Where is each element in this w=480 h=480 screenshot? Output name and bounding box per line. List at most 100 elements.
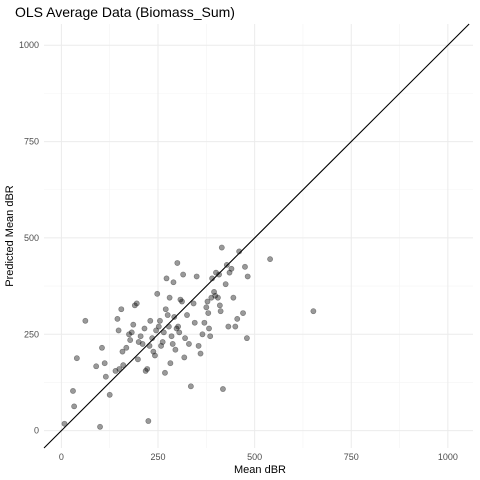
- data-point: [195, 342, 202, 349]
- data-point: [267, 256, 273, 263]
- data-point: [99, 344, 105, 351]
- data-point: [213, 269, 219, 276]
- identity-reference-line: [43, 23, 470, 449]
- data-point: [240, 310, 246, 316]
- data-point: [116, 366, 123, 372]
- data-point: [61, 420, 68, 427]
- data-point: [171, 314, 178, 320]
- data-point: [71, 403, 78, 410]
- data-point: [216, 302, 223, 309]
- data-point: [153, 327, 159, 334]
- data-point: [207, 333, 214, 340]
- data-point: [141, 325, 148, 332]
- data-point: [139, 341, 146, 347]
- data-point: [223, 262, 230, 268]
- data-point: [204, 298, 211, 305]
- data-point: [157, 317, 163, 324]
- data-point: [160, 329, 167, 336]
- data-point: [180, 271, 187, 278]
- data-point: [155, 323, 162, 330]
- data-point: [234, 315, 241, 322]
- data-point: [179, 298, 185, 305]
- data-point: [106, 391, 113, 398]
- data-point: [149, 335, 156, 342]
- data-point: [152, 352, 158, 359]
- data-point: [137, 333, 144, 340]
- data-point: [225, 323, 232, 330]
- data-point: [201, 319, 208, 326]
- x-tick-label: 1000: [438, 452, 458, 462]
- y-tick-label: 0: [34, 426, 39, 436]
- data-point: [119, 348, 126, 355]
- data-point: [206, 325, 212, 332]
- data-point: [197, 350, 204, 357]
- data-point: [181, 354, 188, 361]
- data-point: [199, 331, 206, 338]
- data-point: [228, 265, 235, 272]
- data-point: [236, 248, 243, 255]
- data-point: [168, 333, 175, 340]
- data-point: [176, 329, 183, 336]
- data-point: [120, 362, 127, 369]
- data-point: [182, 335, 188, 342]
- data-point: [102, 373, 109, 380]
- data-point: [244, 273, 251, 280]
- data-point: [146, 342, 153, 349]
- chart-title: OLS Average Data (Biomass_Sum): [15, 4, 235, 20]
- data-point: [93, 363, 100, 370]
- data-point: [187, 383, 194, 390]
- data-point: [174, 260, 181, 266]
- data-point: [97, 423, 103, 430]
- y-tick-label: 1000: [19, 40, 39, 50]
- data-point: [193, 273, 200, 280]
- data-point: [147, 317, 154, 324]
- y-tick-label: 250: [24, 329, 39, 339]
- data-point: [145, 418, 152, 424]
- data-point: [154, 290, 161, 297]
- data-point: [144, 366, 151, 372]
- data-point: [166, 294, 173, 301]
- data-point: [115, 327, 122, 334]
- data-point: [127, 337, 134, 343]
- data-point: [135, 356, 141, 363]
- data-point: [184, 312, 190, 318]
- data-point: [190, 300, 197, 307]
- data-point: [133, 300, 140, 307]
- x-axis-ticks: 0 250 500 750 1000: [59, 452, 458, 462]
- data-point: [163, 275, 170, 282]
- data-point: [73, 355, 80, 362]
- data-point: [209, 275, 216, 282]
- data-point: [169, 341, 176, 347]
- data-point: [164, 312, 171, 318]
- reference-line-layer: [43, 23, 470, 449]
- data-points-layer: [61, 244, 317, 430]
- data-point: [215, 294, 221, 301]
- data-point: [70, 388, 76, 394]
- y-tick-label: 500: [24, 233, 39, 243]
- data-point: [222, 281, 229, 288]
- data-point: [230, 294, 237, 301]
- y-tick-label: 750: [24, 137, 39, 147]
- y-axis-ticks: 0 250 500 750 1000: [19, 40, 39, 435]
- data-point: [186, 341, 192, 347]
- data-point: [128, 329, 135, 336]
- data-point: [310, 308, 317, 315]
- data-point: [218, 244, 225, 251]
- data-point: [162, 369, 168, 376]
- data-point: [167, 360, 174, 367]
- data-point: [159, 339, 166, 345]
- data-point: [118, 306, 125, 313]
- data-point: [205, 310, 212, 316]
- y-axis-title: Predicted Mean dBR: [4, 185, 16, 287]
- x-tick-label: 0: [59, 452, 64, 462]
- data-point: [242, 263, 248, 270]
- data-point: [232, 323, 239, 330]
- x-axis-title: Mean dBR: [234, 464, 286, 476]
- data-point: [170, 279, 177, 286]
- data-point: [172, 346, 179, 353]
- data-point: [175, 323, 182, 330]
- data-point: [216, 271, 222, 278]
- data-point: [203, 304, 210, 311]
